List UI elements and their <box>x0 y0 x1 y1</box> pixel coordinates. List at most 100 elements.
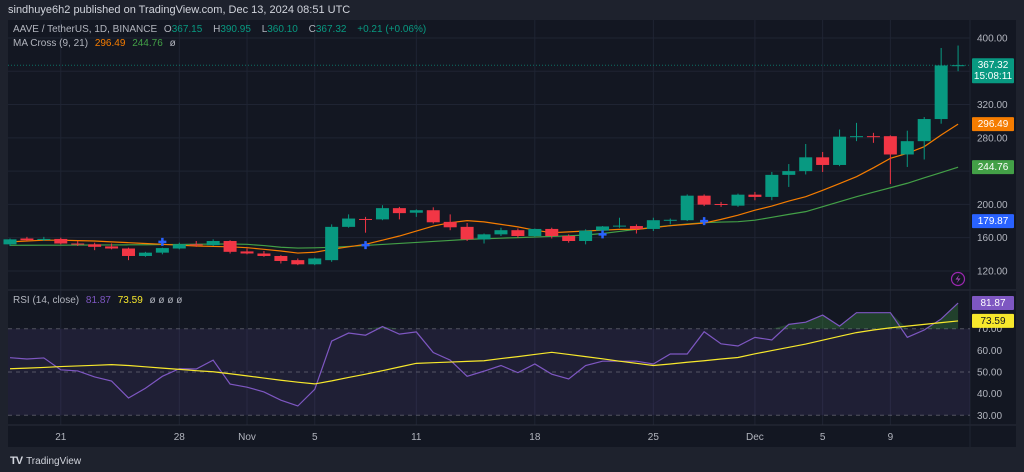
rsi-tick-label: 50.00 <box>977 368 1002 379</box>
candle <box>545 227 559 239</box>
candle <box>714 201 728 207</box>
time-tick-label: 9 <box>888 432 894 443</box>
candle <box>646 217 660 232</box>
candle <box>206 239 220 246</box>
candle <box>189 241 203 247</box>
candle-body <box>833 136 847 165</box>
rsi-extra: ø ø ø ø <box>149 295 183 306</box>
cross-price-badge-bg <box>972 214 1014 229</box>
candle-body <box>596 226 610 231</box>
price-tick-label: 400.00 <box>977 34 1008 45</box>
last-price-badge-text: 15:08:11 <box>974 71 1013 82</box>
cross-price-badge <box>972 214 1014 229</box>
price-tick-label: 200.00 <box>977 200 1008 211</box>
candle-body <box>54 238 68 244</box>
high-label: H <box>213 24 221 35</box>
candle-body <box>122 248 136 256</box>
ma-slow-badge-text: 244.76 <box>978 162 1009 173</box>
candle <box>54 237 68 245</box>
candle-body <box>850 136 863 138</box>
candle-body <box>697 195 711 205</box>
candle-body <box>105 246 119 249</box>
candle-body <box>934 65 948 120</box>
ma-slow-value: 244.76 <box>132 38 163 49</box>
candle <box>494 227 508 237</box>
candle <box>765 171 779 201</box>
candle-body <box>206 241 220 246</box>
candle <box>20 236 34 242</box>
candle <box>833 129 847 167</box>
candle <box>511 228 525 238</box>
candle-body <box>680 195 694 221</box>
candle <box>612 217 626 228</box>
ma-slow-badge <box>972 160 1014 175</box>
candle <box>138 251 152 257</box>
cross-price-badge-text: 179.87 <box>978 216 1009 227</box>
ma-cross-marker <box>158 237 167 246</box>
candle-body <box>409 210 423 213</box>
open-label: O <box>163 24 172 35</box>
candle <box>748 191 762 201</box>
candle <box>680 194 694 222</box>
candle-body <box>579 230 593 242</box>
ma-fast-badge <box>972 117 1014 132</box>
footer-logo[interactable]: TV TradingView <box>10 455 81 467</box>
low-label: L <box>261 24 268 35</box>
rsi-overbought-fill <box>10 303 959 329</box>
candle-body <box>375 208 389 220</box>
high-value: 390.95 <box>220 24 251 35</box>
last-price-badge <box>972 58 1014 84</box>
ma-fast-badge-bg <box>972 117 1014 132</box>
candle <box>223 240 237 254</box>
time-tick-label: 21 <box>55 432 67 443</box>
price-tick-label: 320.00 <box>977 100 1008 111</box>
last-price-badge-text: 367.32 <box>978 60 1009 71</box>
ma-extra: ø <box>169 38 176 49</box>
rsi-tick-label: 60.00 <box>977 346 1002 357</box>
footer-logo-text: TradingView <box>26 455 82 467</box>
candle-body <box>545 228 559 237</box>
lightning-bolt-icon[interactable] <box>950 271 966 287</box>
candle <box>105 243 119 250</box>
candle-body <box>274 255 288 261</box>
candle-body <box>562 236 576 242</box>
time-tick-label: 18 <box>529 432 541 443</box>
price-tick-label: 280.00 <box>977 133 1008 144</box>
symbol-name[interactable]: AAVE / TetherUS, 1D, BINANCE <box>13 24 158 35</box>
ma-name[interactable]: MA Cross (9, 21) <box>13 38 89 49</box>
candle <box>122 247 136 261</box>
candle-body <box>223 241 237 252</box>
candle <box>443 214 457 231</box>
low-value: 360.10 <box>267 24 298 35</box>
candle-body <box>951 65 965 67</box>
symbol-legend: AAVE / TetherUS, 1D, BINANCE O367.15 H39… <box>13 24 430 35</box>
rsi-name[interactable]: RSI (14, close) <box>13 295 80 306</box>
price-tick-label: 120.00 <box>977 266 1008 277</box>
price-tick-label: 160.00 <box>977 233 1008 244</box>
ma-fast-line <box>9 123 959 254</box>
candle-body <box>3 239 17 245</box>
candle <box>409 209 423 217</box>
candle <box>900 130 914 167</box>
candle <box>663 218 677 225</box>
rsi-ma-value: 73.59 <box>117 295 143 306</box>
candle-body <box>511 230 525 237</box>
candle <box>375 205 389 221</box>
rsi-ma-line <box>9 320 959 385</box>
candle-body <box>443 221 457 228</box>
candle <box>37 236 51 242</box>
candle <box>274 255 288 264</box>
candle-body <box>240 251 254 254</box>
candle <box>799 143 813 175</box>
close-label: C <box>308 24 316 35</box>
candle-body <box>866 136 880 138</box>
candle-body <box>172 244 186 249</box>
candle <box>71 241 85 246</box>
candle <box>697 194 711 207</box>
ma-cross-marker <box>361 241 370 250</box>
rsi-badge-text: 81.87 <box>980 298 1005 309</box>
time-tick-label: 28 <box>174 432 186 443</box>
rsi-tick-label: 70.00 <box>977 324 1002 335</box>
candle-body <box>612 225 626 227</box>
